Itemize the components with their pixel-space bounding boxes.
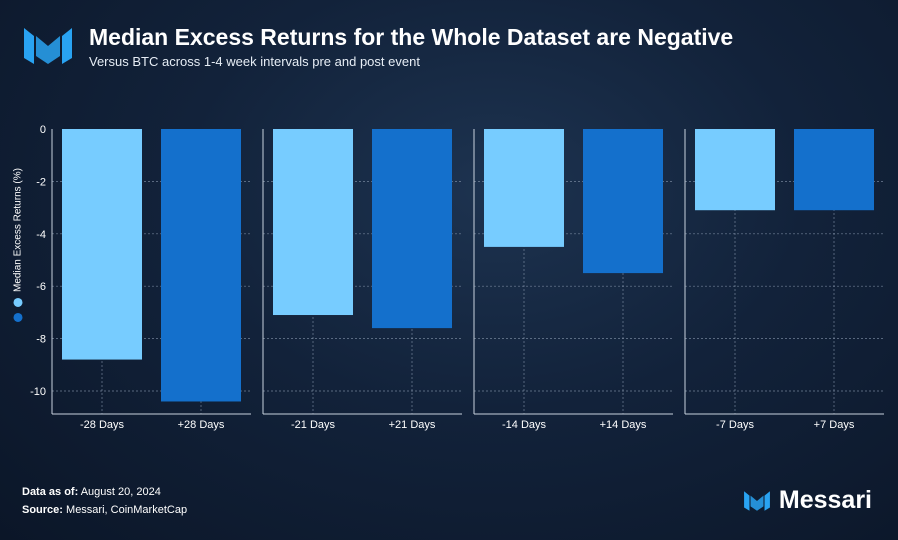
x-tick-label: +28 Days (178, 419, 225, 431)
bar--28days (62, 129, 142, 360)
x-tick-label: -14 Days (502, 419, 547, 431)
y-tick-label: -6 (36, 281, 46, 293)
bar--21days (273, 129, 353, 316)
footer-source-value: Messari, CoinMarketCap (66, 504, 188, 516)
bar--14days (484, 129, 564, 247)
y-tick-label: -2 (36, 176, 46, 188)
chart-subtitle: Versus BTC across 1-4 week intervals pre… (89, 54, 420, 69)
x-tick-label: +21 Days (389, 419, 436, 431)
footer-source-label: Source: (22, 504, 63, 516)
messari-logo-icon (24, 28, 72, 64)
messari-mark-icon (743, 490, 770, 511)
brand-logo: Messari (743, 486, 872, 515)
brand-name: Messari (778, 486, 872, 514)
footer-date-label: Data as of: (22, 486, 79, 498)
footer-date: Data as of: August 20, 2024 (22, 486, 161, 498)
x-tick-label: -21 Days (291, 419, 336, 431)
bar-+14days (583, 129, 663, 274)
footer-date-value: August 20, 2024 (80, 486, 161, 498)
bar-+21days (372, 129, 452, 329)
x-tick-label: -28 Days (80, 419, 125, 431)
x-tick-label: +14 Days (600, 419, 647, 431)
x-tick-label: -7 Days (716, 419, 754, 431)
x-tick-label: +7 Days (814, 419, 855, 431)
bar-+28days (161, 129, 241, 402)
y-tick-label: 0 (40, 124, 46, 136)
chart-title: Median Excess Returns for the Whole Data… (89, 24, 734, 50)
footer-source: Source: Messari, CoinMarketCap (22, 504, 187, 516)
y-tick-label: -4 (36, 229, 46, 241)
y-tick-label: -8 (36, 334, 46, 346)
y-tick-label: -10 (30, 386, 46, 398)
bar--7days (695, 129, 775, 211)
bar-+7days (794, 129, 874, 211)
